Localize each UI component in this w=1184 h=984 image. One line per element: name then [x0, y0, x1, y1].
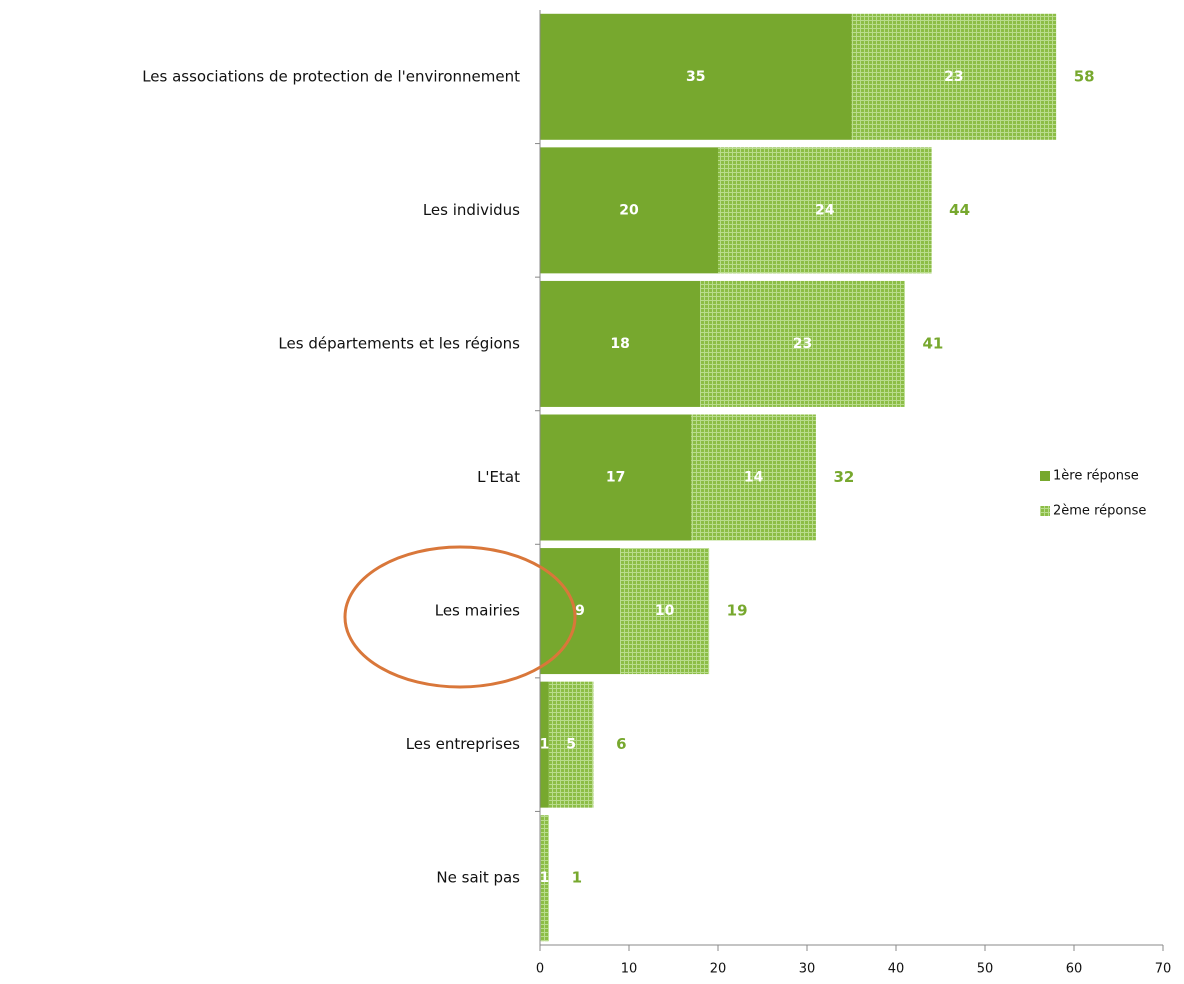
bar-segment: [540, 414, 692, 541]
total-label: 6: [616, 735, 626, 753]
x-tick-label: 70: [1155, 962, 1172, 977]
bar-segment: [620, 548, 710, 675]
x-tick-label: 50: [977, 962, 994, 977]
bar-segment: [718, 147, 932, 274]
segment-label: 17: [606, 470, 625, 486]
category-label: Les individus: [423, 201, 520, 219]
total-label: 58: [1074, 67, 1095, 85]
segment-label: 24: [815, 202, 835, 218]
total-label: 41: [922, 334, 943, 352]
segment-label: 18: [610, 336, 629, 352]
bar-segment: [691, 414, 816, 541]
total-label: 1: [572, 869, 582, 887]
bar-segment: [540, 548, 621, 675]
category-label: Les départements et les régions: [278, 334, 520, 352]
category-label: Les associations de protection de l'envi…: [142, 67, 520, 85]
x-tick-label: 20: [710, 962, 727, 977]
segment-label: 1: [540, 870, 550, 886]
legend-swatch: [1040, 506, 1050, 516]
legend-label: 1ère réponse: [1053, 469, 1139, 484]
bar-segment: [540, 147, 718, 274]
segment-label: 10: [655, 603, 675, 619]
segment-label: 20: [619, 202, 639, 218]
x-tick-label: 60: [1066, 962, 1083, 977]
segment-label: 1: [540, 737, 550, 753]
legend-label: 2ème réponse: [1053, 504, 1146, 519]
total-label: 44: [949, 201, 970, 219]
total-label: 32: [833, 468, 854, 486]
segment-label: 23: [793, 336, 812, 352]
segment-label: 23: [944, 69, 963, 85]
category-label: Les mairies: [435, 602, 520, 620]
x-tick-label: 30: [799, 962, 816, 977]
segment-label: 35: [686, 69, 705, 85]
x-tick-label: 0: [536, 962, 544, 977]
segment-label: 5: [566, 737, 576, 753]
x-tick-label: 10: [621, 962, 638, 977]
highlight-circle: [343, 545, 577, 689]
x-tick-label: 40: [888, 962, 905, 977]
category-label: Ne sait pas: [436, 869, 520, 887]
segment-label: 9: [575, 603, 585, 619]
bar-segment: [548, 681, 594, 808]
bar-segment: [540, 815, 549, 942]
total-label: 19: [727, 602, 748, 620]
bar-segment: [700, 280, 905, 407]
bar-segment: [851, 13, 1057, 140]
bar-segment: [540, 681, 549, 808]
segment-label: 14: [744, 470, 764, 486]
legend-swatch: [1040, 471, 1050, 481]
category-label: Les entreprises: [406, 735, 520, 753]
category-label: L'Etat: [477, 468, 520, 486]
bar-segment: [540, 13, 852, 140]
bar-segment: [540, 280, 701, 407]
